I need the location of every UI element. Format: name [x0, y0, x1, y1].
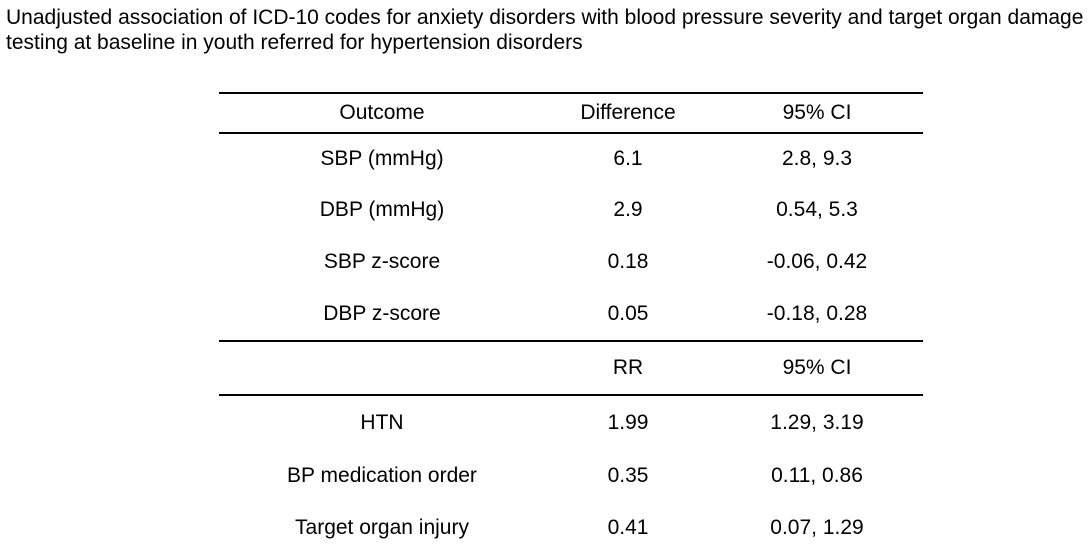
cell-value: 0.35 [607, 464, 649, 487]
subheader-ci: 95% CI [711, 340, 923, 396]
cell-value: 0.18 [607, 250, 649, 273]
cell-outcome: HTN [360, 411, 404, 434]
results-table: Outcome Difference 95% CI SBP (mmHg) 6.1… [219, 92, 923, 554]
table-row: DBP z-score 0.05 -0.18, 0.28 [219, 288, 923, 341]
table-header-row: Outcome Difference 95% CI [219, 92, 923, 134]
table-row: HTN 1.99 1.29, 3.19 [219, 395, 923, 450]
cell-outcome: DBP z-score [323, 302, 441, 325]
cell-ci: 0.54, 5.3 [776, 198, 858, 221]
table-subheader-row: RR 95% CI [219, 340, 923, 396]
cell-value: 0.41 [607, 516, 649, 539]
table-row: SBP (mmHg) 6.1 2.8, 9.3 [219, 133, 923, 184]
cell-ci: -0.06, 0.42 [766, 250, 868, 273]
cell-value: 1.99 [607, 411, 649, 434]
cell-ci: -0.18, 0.28 [766, 302, 868, 325]
cell-ci: 2.8, 9.3 [781, 147, 853, 170]
subheader-rr: RR [545, 340, 711, 396]
subheader-outcome [219, 340, 545, 396]
table-row: DBP (mmHg) 2.9 0.54, 5.3 [219, 184, 923, 236]
header-ci: 95% CI [711, 92, 923, 134]
cell-ci: 0.11, 0.86 [771, 464, 863, 487]
cell-outcome: DBP (mmHg) [319, 198, 445, 221]
cell-value: 6.1 [613, 147, 643, 170]
table-caption: Unadjusted association of ICD-10 codes f… [6, 6, 1084, 54]
cell-outcome: SBP z-score [323, 250, 441, 273]
header-difference: Difference [545, 92, 711, 134]
cell-outcome: SBP (mmHg) [320, 147, 444, 170]
table-row: SBP z-score 0.18 -0.06, 0.42 [219, 236, 923, 288]
cell-ci: 1.29, 3.19 [770, 411, 864, 434]
table-row: BP medication order 0.35 0.11, 0.86 [219, 450, 923, 502]
cell-ci: 0.07, 1.29 [770, 516, 864, 539]
cell-outcome: Target organ injury [295, 516, 469, 539]
cell-value: 2.9 [613, 198, 643, 221]
cell-outcome: BP medication order [287, 464, 477, 487]
cell-value: 0.05 [607, 302, 649, 325]
table-row: Target organ injury 0.41 0.07, 1.29 [219, 502, 923, 554]
results-table-container: Outcome Difference 95% CI SBP (mmHg) 6.1… [219, 92, 923, 554]
header-outcome: Outcome [219, 92, 545, 134]
